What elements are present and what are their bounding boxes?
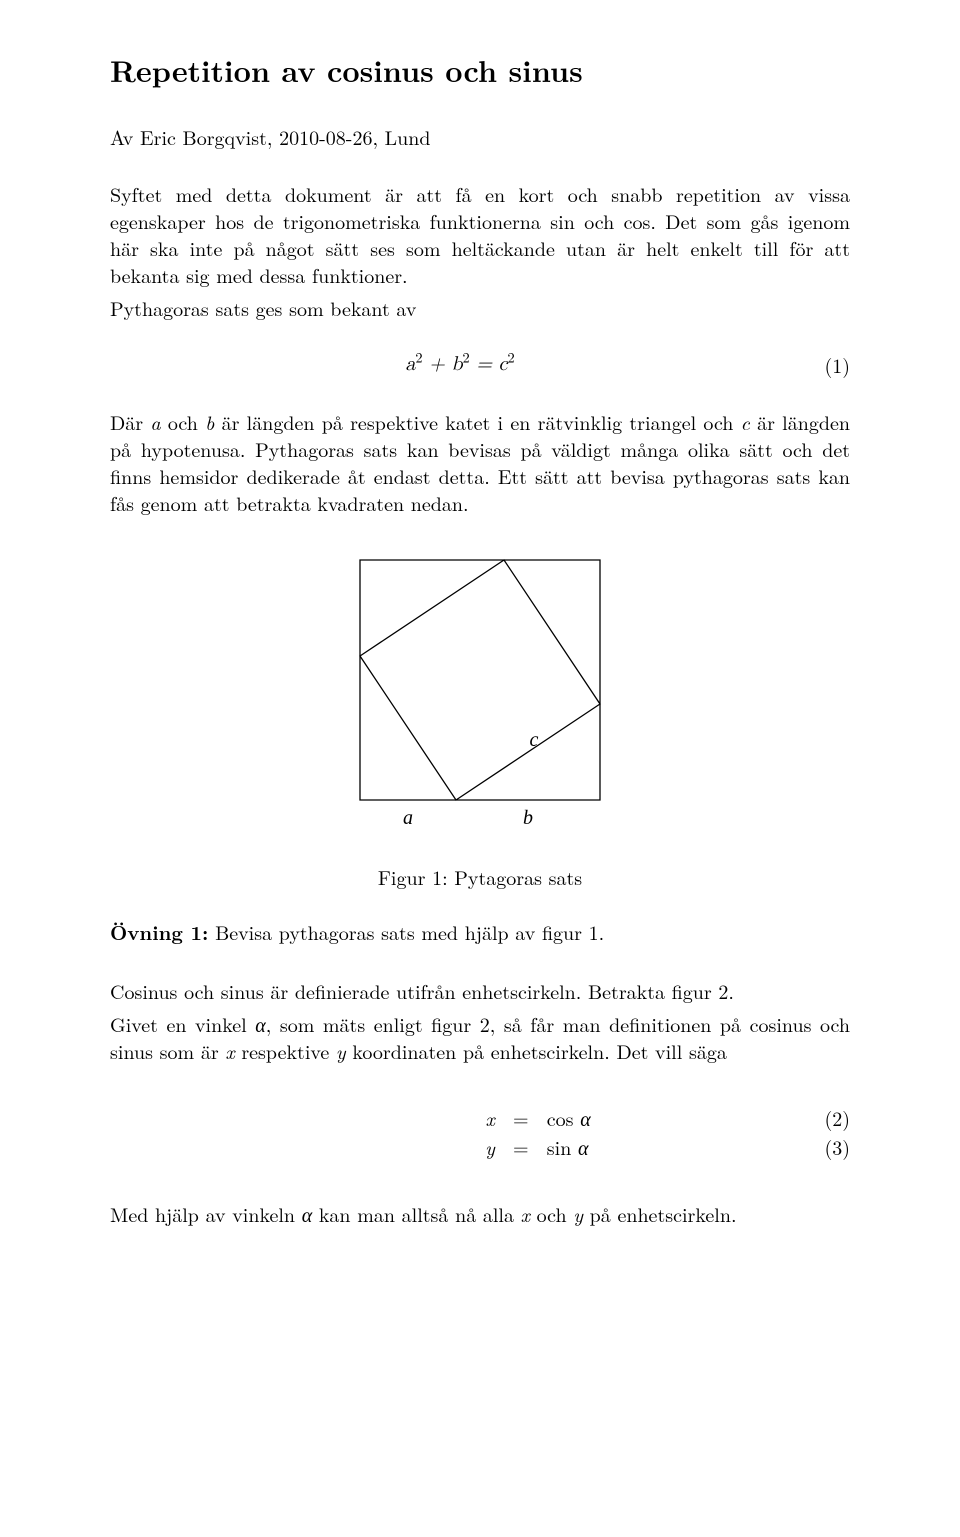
paragraph-3: Där a och b är längden på respektive kat… (110, 408, 850, 516)
figure-1-caption: Figur 1: Pytagoras sats (110, 863, 850, 890)
equation-1-body: a2 + b2 = c2 (110, 351, 810, 378)
equation-2-lhs: x (110, 1104, 509, 1131)
author-line: Av Eric Borgqvist, 2010-08-26, Lund (110, 123, 850, 150)
intro-paragraph-1: Syftet med detta dokument är att få en k… (110, 180, 850, 288)
equation-3-number: (3) (810, 1133, 850, 1160)
equation-3: y=sin α(3) (110, 1133, 850, 1160)
equation-2-rhs: cos α (533, 1104, 810, 1131)
paragraph-5: Givet en vinkel α, som mäts enligt figur… (110, 1010, 850, 1064)
equation-system: x=cos α(2)y=sin α(3) (110, 1104, 850, 1160)
equals-sign: = (509, 1104, 533, 1131)
paragraph-4: Cosinus och sinus är definierade utifrån… (110, 977, 850, 1004)
equation-1-number: (1) (810, 351, 850, 378)
equation-1: a2 + b2 = c2 (1) (110, 351, 850, 378)
intro-paragraph-2: Pythagoras sats ges som bekant av (110, 294, 850, 321)
paragraph-6: Med hjälp av vinkeln α kan man alltså nå… (110, 1200, 850, 1227)
equals-sign: = (509, 1133, 533, 1160)
exercise-1-text: Bevisa pythagoras sats med hjälp av figu… (215, 917, 604, 946)
equation-2: x=cos α(2) (110, 1104, 850, 1131)
svg-text:a: a (403, 807, 413, 829)
exercise-1-label: Övning 1: (110, 917, 208, 946)
svg-text:c: c (530, 729, 539, 751)
figure-1: a b c (110, 550, 850, 845)
equation-2-number: (2) (810, 1104, 850, 1131)
svg-text:b: b (523, 807, 533, 829)
exercise-1: Övning 1: Bevisa pythagoras sats med hjä… (110, 918, 850, 945)
page-title: Repetition av cosinus och sinus (110, 50, 850, 91)
figure-1-svg: a b c (350, 550, 610, 840)
equation-3-lhs: y (110, 1133, 509, 1160)
equation-3-rhs: sin α (533, 1133, 810, 1160)
